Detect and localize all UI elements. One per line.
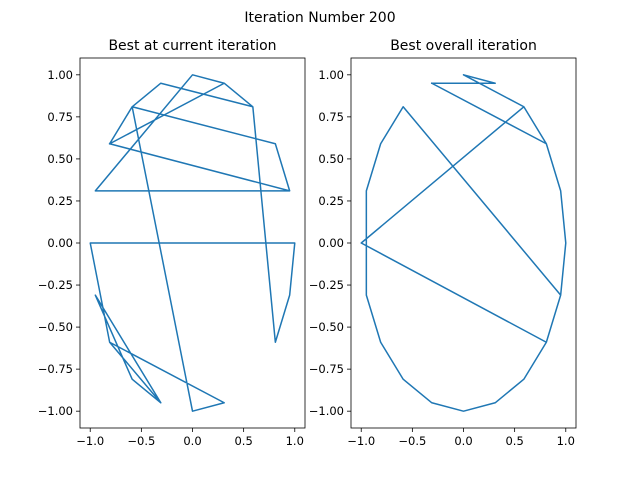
x-tick-label: −0.5 (398, 434, 426, 448)
y-tick-label: −0.25 (38, 278, 73, 292)
x-tick-label: −0.5 (127, 434, 155, 448)
y-tick-label: −0.25 (309, 278, 344, 292)
x-tick-label: 1.0 (557, 434, 575, 448)
figure-suptitle: Iteration Number 200 (244, 10, 395, 26)
y-tick-label: 0.25 (47, 194, 73, 208)
y-tick-label: −0.50 (309, 320, 344, 334)
series-line (89, 74, 296, 412)
series-line (360, 74, 567, 412)
axes-background (351, 58, 576, 428)
x-tick-label: 0.0 (454, 434, 472, 448)
y-tick-label: −1.00 (309, 404, 344, 418)
y-tick-label: −0.75 (309, 362, 344, 376)
y-tick-label: 0.00 (318, 236, 344, 250)
axes-title: Best at current iteration (108, 38, 276, 54)
y-tick-label: 0.25 (318, 194, 344, 208)
y-tick-label: 1.00 (318, 68, 344, 82)
y-tick-label: 0.50 (318, 152, 344, 166)
y-tick-label: −0.75 (38, 362, 73, 376)
axes-title: Best overall iteration (390, 38, 537, 54)
subplot-1: Best at current iteration −1.0 −0.5 0.0 0.5 1… (38, 38, 306, 448)
y-tick-label: −0.50 (38, 320, 73, 334)
x-tick-label: 1.0 (286, 434, 304, 448)
x-tick-label: −1.0 (76, 434, 104, 448)
axes-frame (79, 57, 306, 429)
x-tick-label: 0.5 (234, 434, 252, 448)
axes-frame (350, 57, 577, 429)
y-tick-label: 0.50 (47, 152, 73, 166)
x-tick-label: 0.5 (505, 434, 523, 448)
y-tick-label: 0.75 (318, 110, 344, 124)
x-tick-label: 0.0 (183, 434, 201, 448)
subplot-2: Best overall iteration −1.0 −0.5 0.0 0.5 1.0 1… (309, 38, 577, 448)
x-tick-label: −1.0 (347, 434, 375, 448)
y-tick-label: 0.00 (47, 236, 73, 250)
y-tick-label: 1.00 (47, 68, 73, 82)
y-tick-label: −1.00 (38, 404, 73, 418)
y-tick-label: 0.75 (47, 110, 73, 124)
